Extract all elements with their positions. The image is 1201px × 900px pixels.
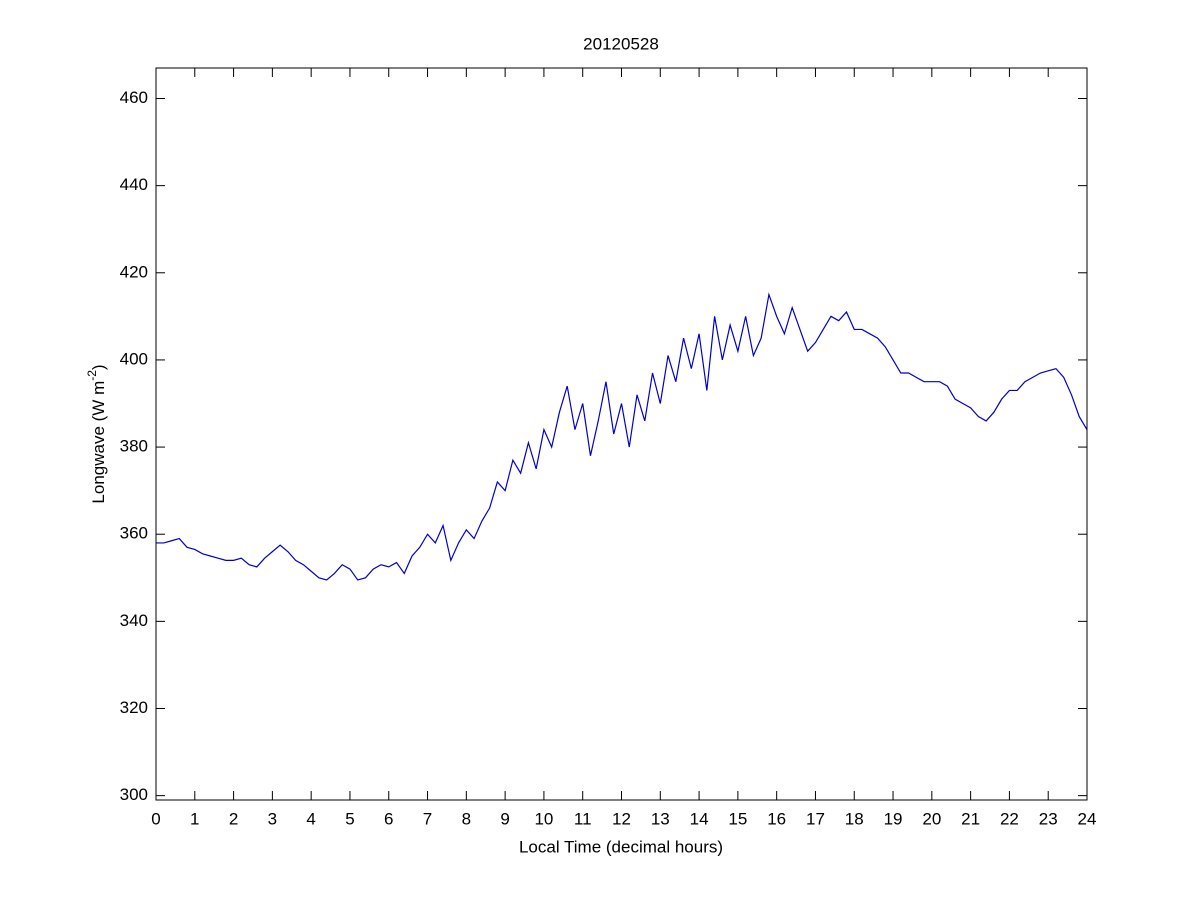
- y-tick-label: 420: [120, 262, 148, 281]
- y-axis-label: Longwave (W m-2): [85, 364, 108, 503]
- plot-frame: [155, 67, 1088, 801]
- y-tick-label: 460: [120, 88, 148, 107]
- data-line: [156, 292, 1088, 581]
- x-tick-label: 2: [229, 809, 238, 828]
- y-axis-label-end: ): [89, 364, 108, 370]
- y-tick-label: 300: [120, 785, 148, 804]
- x-tick-label: 8: [462, 809, 471, 828]
- x-tick-label: 7: [423, 809, 432, 828]
- y-tick-label: 340: [120, 611, 148, 630]
- x-tick-label: 20: [922, 809, 941, 828]
- y-tick-label: 360: [120, 524, 148, 543]
- x-tick-label: 21: [961, 809, 980, 828]
- x-tick-label: 3: [268, 809, 277, 828]
- x-tick-label: 13: [651, 809, 670, 828]
- y-tick-label: 400: [120, 349, 148, 368]
- x-tick-label: 22: [1000, 809, 1019, 828]
- x-tick-label: 5: [345, 809, 354, 828]
- x-tick-label: 23: [1039, 809, 1058, 828]
- x-tick-label: 11: [574, 809, 592, 828]
- x-tick-label: 19: [884, 809, 903, 828]
- y-tick-label: 380: [120, 437, 148, 456]
- x-axis-label: Local Time (decimal hours): [519, 837, 723, 856]
- x-tick-label: 15: [728, 809, 747, 828]
- x-tick-label: 10: [534, 809, 553, 828]
- x-tick-label: 14: [690, 809, 709, 828]
- x-tick-label: 16: [767, 809, 786, 828]
- x-tick-label: 9: [500, 809, 509, 828]
- chart-title: 20120528: [583, 34, 659, 53]
- x-tick-label: 0: [151, 809, 160, 828]
- y-tick-label: 320: [120, 698, 148, 717]
- x-tick-label: 18: [845, 809, 864, 828]
- x-tick-label: 4: [306, 809, 315, 828]
- x-tick-label: 6: [384, 809, 393, 828]
- x-tick-label: 24: [1078, 809, 1097, 828]
- x-tick-label: 12: [612, 809, 631, 828]
- y-axis-label-text: Longwave (W m: [89, 381, 108, 504]
- x-tick-label: 1: [190, 809, 199, 828]
- y-tick-label: 440: [120, 175, 148, 194]
- x-tick-label: 17: [806, 809, 825, 828]
- y-axis-label-sup: -2: [85, 370, 99, 381]
